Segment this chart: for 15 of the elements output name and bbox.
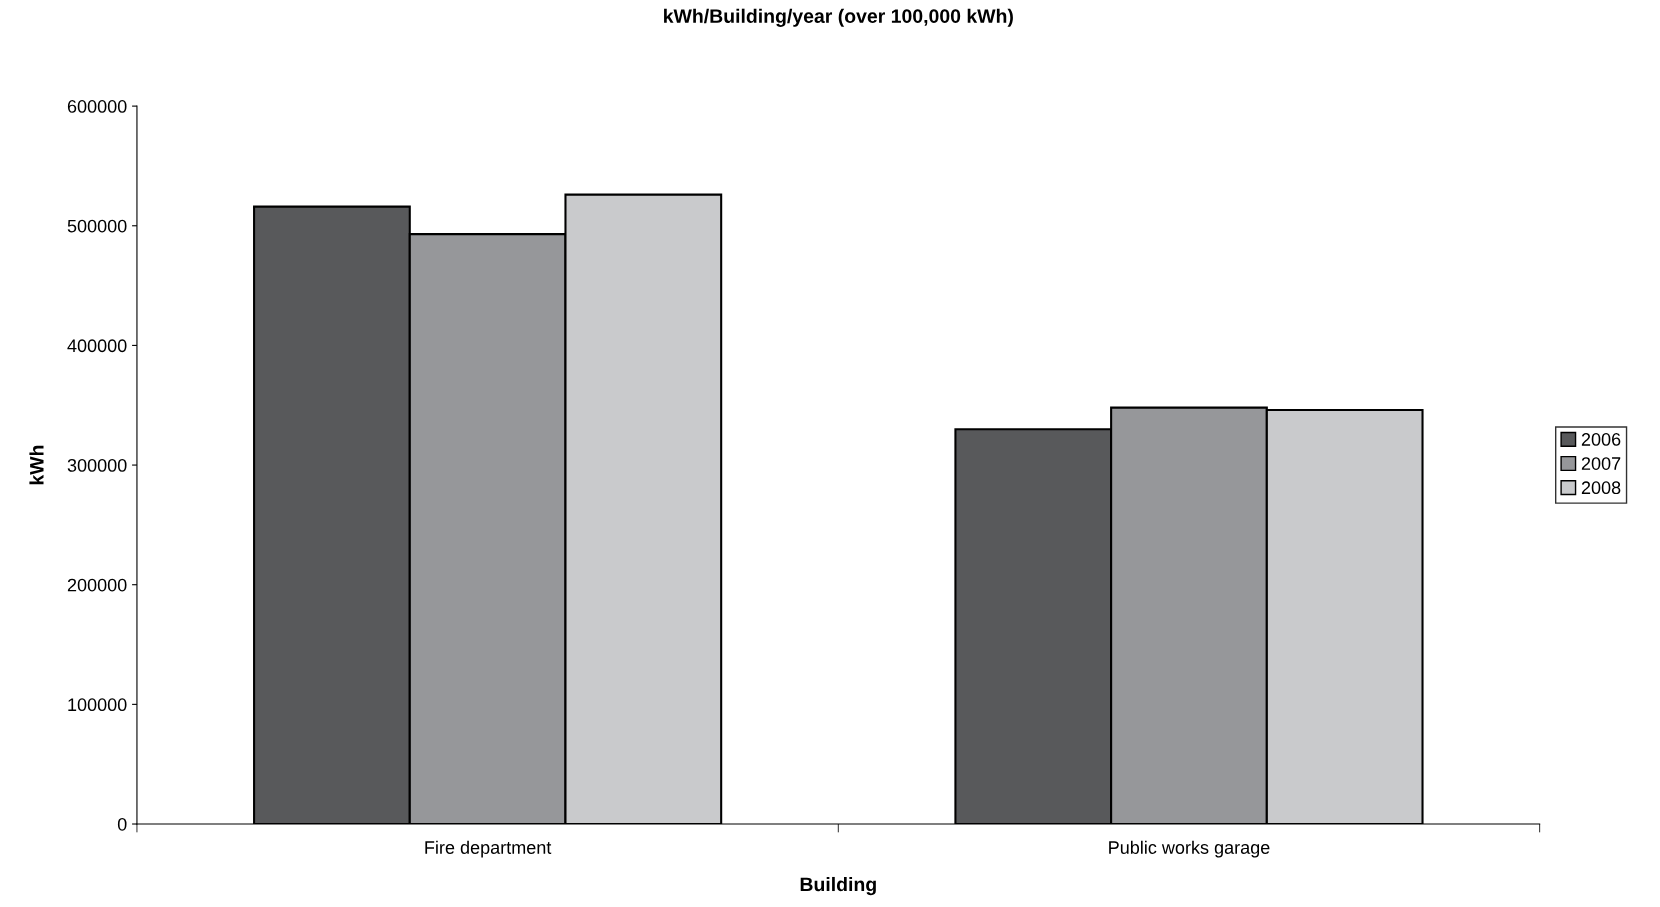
y-tick-label: 300000 xyxy=(67,459,127,472)
legend-label: 2007 xyxy=(1581,457,1621,470)
legend-label: 2008 xyxy=(1581,481,1621,495)
y-axis-title: kWh xyxy=(29,445,44,485)
chart-title: kWh/Building/year (over 100,000 kWh) xyxy=(664,8,1013,27)
y-tick-label: 400000 xyxy=(67,339,127,353)
y-tick-label: 0 xyxy=(117,817,127,831)
x-tick-label: Public works garage xyxy=(1109,840,1270,858)
x-tick-label: Fire department xyxy=(425,840,552,858)
x-axis-title: Building xyxy=(800,876,876,896)
y-tick-label: 600000 xyxy=(67,100,127,113)
y-tick-label: 100000 xyxy=(68,698,127,712)
y-tick-label: 200000 xyxy=(67,578,127,592)
y-tick-label: 500000 xyxy=(67,219,127,233)
legend-label: 2006 xyxy=(1581,433,1621,446)
